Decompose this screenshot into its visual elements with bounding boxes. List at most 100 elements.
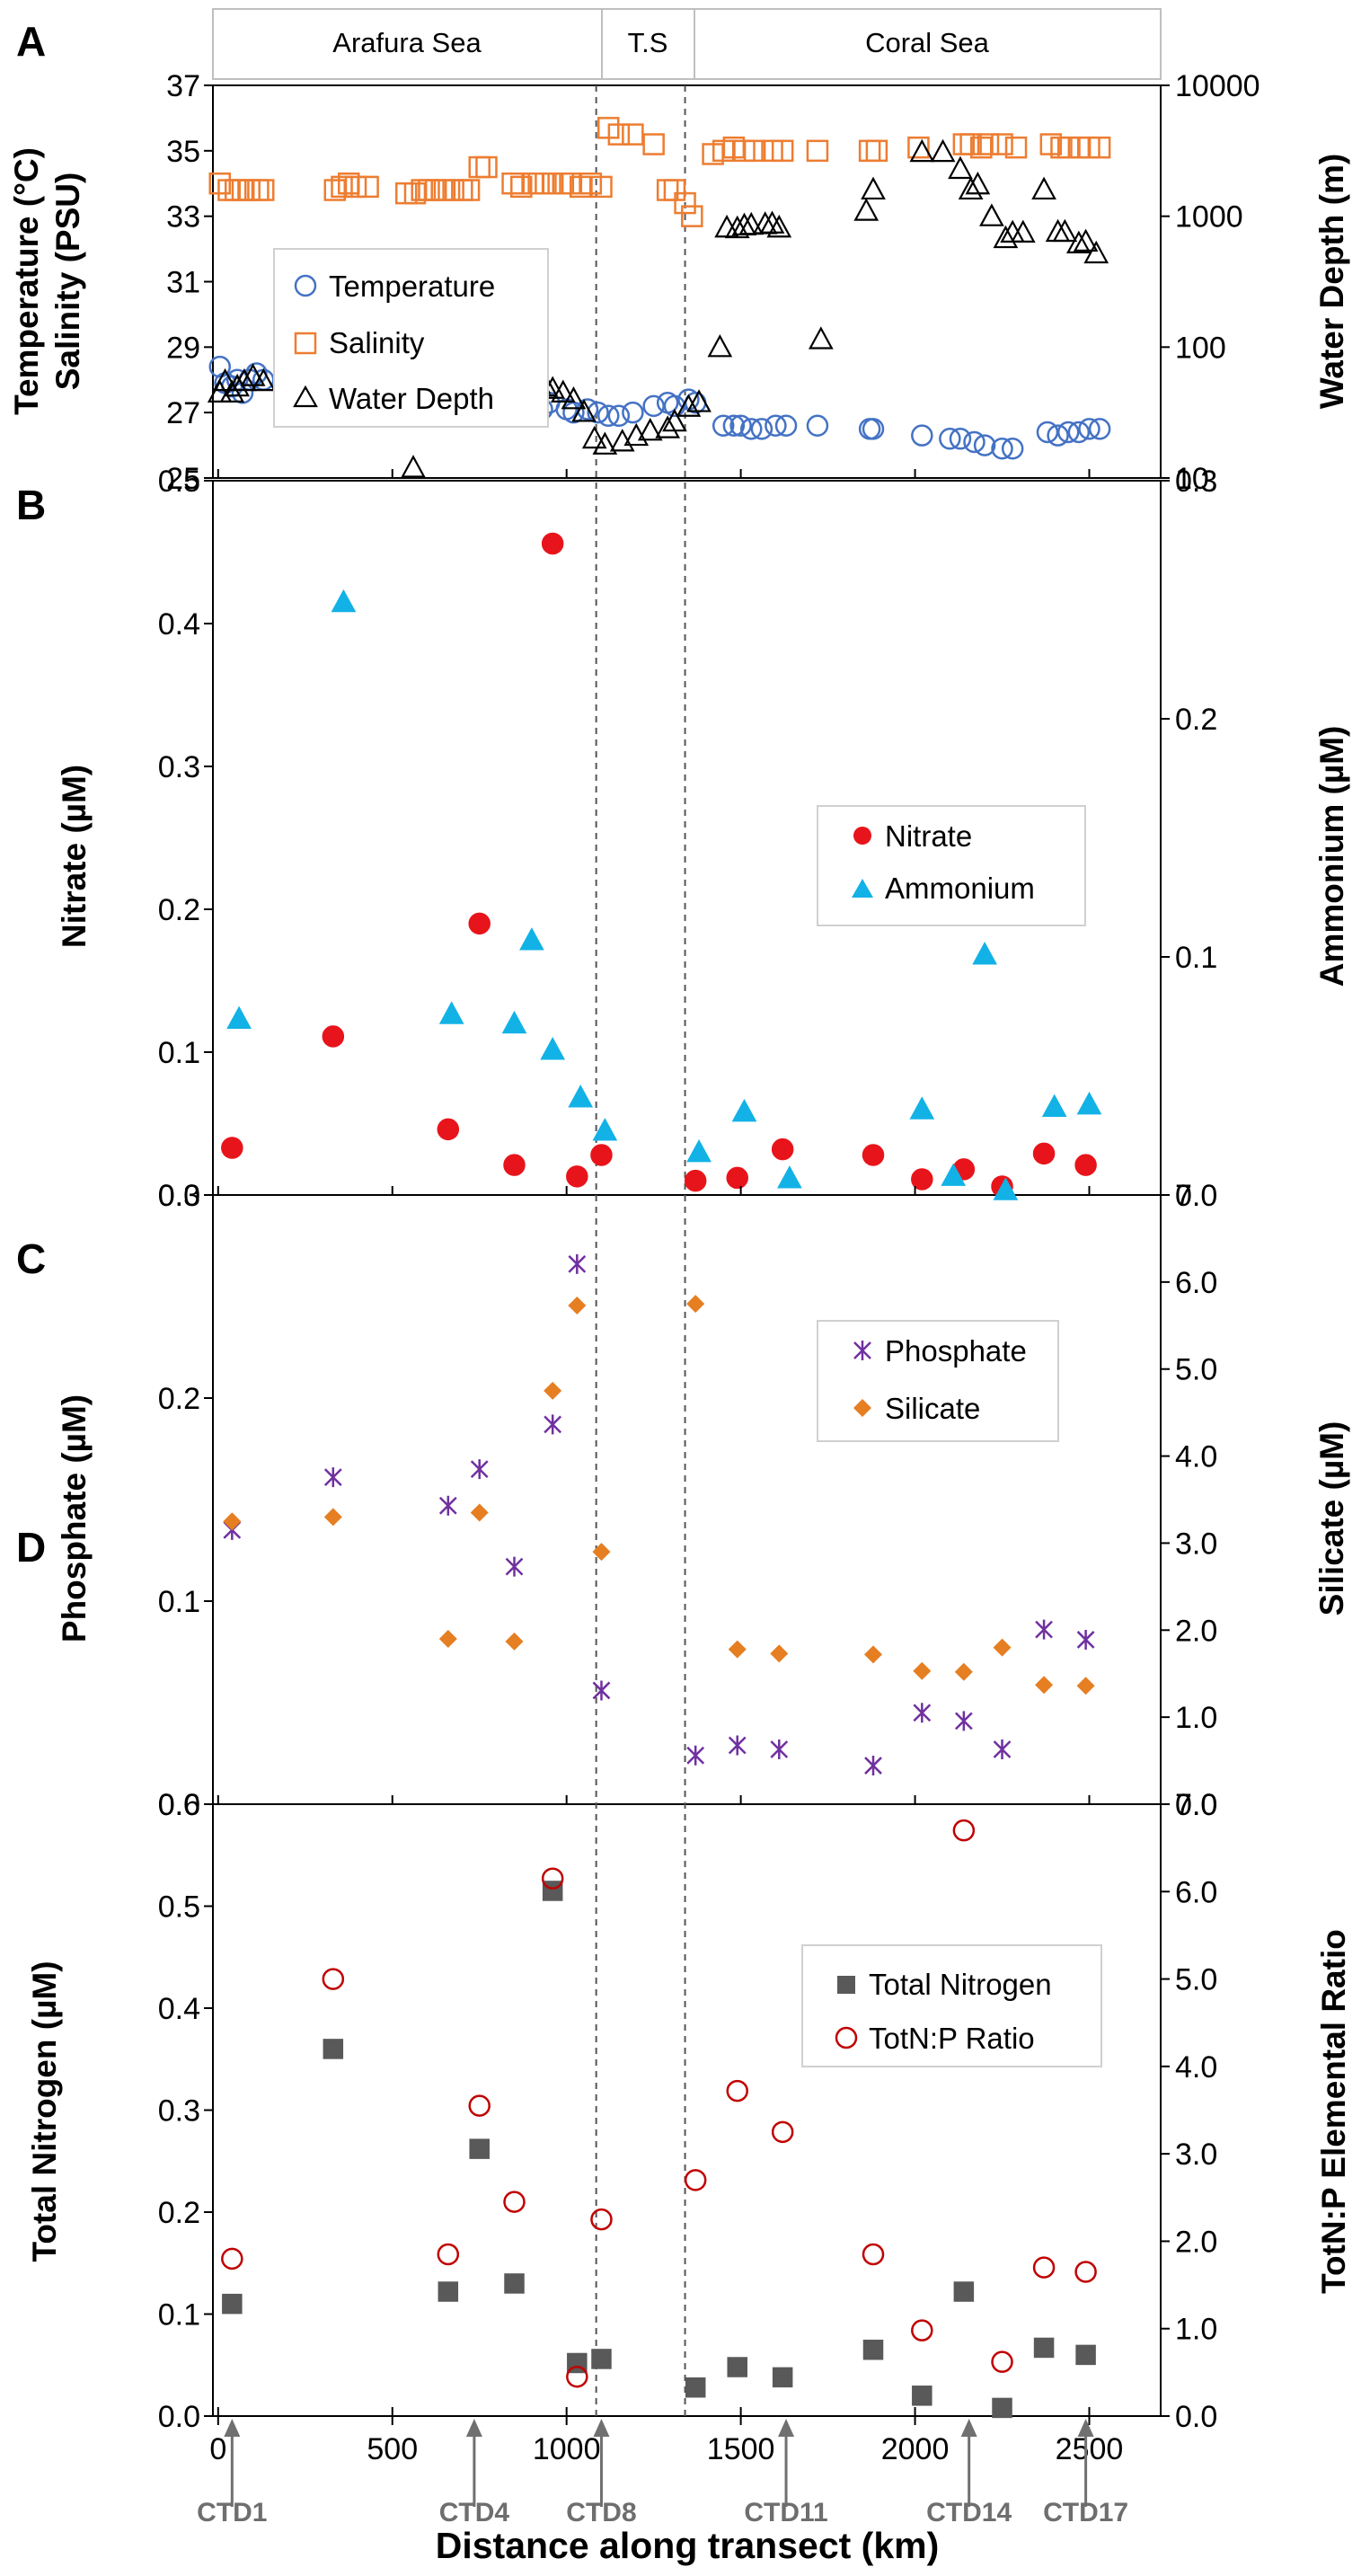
ctd-arrow-head [960, 2419, 977, 2437]
panel-c-right-tick-label: 4.0 [1175, 1440, 1217, 1474]
temperature-point [765, 414, 787, 437]
nitrate-point [726, 1166, 748, 1190]
phosphate-point [505, 1556, 524, 1577]
silicate-point [728, 1640, 747, 1659]
total-nitrogen-point [772, 2367, 793, 2388]
salinity-point [1004, 136, 1028, 159]
ammonium-point [331, 589, 357, 613]
temperature-point [806, 414, 829, 437]
panel-a-right-tick-label: 1000 [1175, 200, 1243, 235]
panel-c-right-tick-label: 6.0 [1175, 1266, 1217, 1300]
panel-b-right-tick-label: 0.1 [1175, 941, 1217, 975]
salinity-point [590, 175, 613, 199]
panel-b-left-tick-label: 0.2 [158, 893, 200, 927]
totnp-ratio-point [771, 2120, 794, 2144]
panel-b-right-tick-label: 0 [1175, 1179, 1192, 1213]
panel-c-right-tick-label: 1.0 [1175, 1701, 1217, 1735]
panel-a-right-tick-label: 10000 [1175, 69, 1260, 103]
temperature-point [1047, 424, 1069, 447]
water-depth-point [965, 171, 991, 195]
nitrate-point [221, 1137, 243, 1159]
ctd-label: CTD1 [197, 2498, 267, 2527]
ctd-arrow-head [778, 2419, 795, 2437]
water-depth-point [637, 418, 663, 441]
temperature-point [939, 428, 961, 450]
temperature-point [642, 394, 665, 418]
total-nitrogen-point [1075, 2344, 1096, 2366]
water-depth-point [861, 176, 886, 200]
legend-salinity-marker [294, 332, 317, 355]
panel-c-right-tick-label: 2.0 [1175, 1614, 1217, 1648]
ammonium-point [1076, 1092, 1102, 1115]
total-nitrogen-point [504, 2273, 525, 2294]
panel-d-left-tick-label: 0.6 [158, 1788, 200, 1822]
totnp-ratio-point [726, 2079, 748, 2102]
totnp-ratio-point [911, 2319, 933, 2341]
temperature-point [607, 404, 631, 428]
silicate-point [686, 1295, 705, 1314]
ammonium-point [438, 1001, 464, 1024]
water-depth-point [948, 155, 973, 180]
panel-letter-c: C [16, 1235, 46, 1282]
water-depth-point [1010, 219, 1036, 243]
legend-ammonium-label: Ammonium [885, 872, 1035, 905]
legend-ratio-marker [835, 2026, 858, 2049]
total-nitrogen-point [591, 2349, 612, 2369]
ammonium-point [568, 1084, 594, 1108]
nitrate-point [437, 1118, 460, 1141]
panel-letter-d: D [16, 1524, 46, 1571]
phosphate-point [686, 1745, 705, 1766]
legend-phosphate-marker [853, 1341, 871, 1360]
panel-a-left-tick-label: 27 [166, 396, 200, 430]
silicate-point [568, 1297, 587, 1315]
total-nitrogen-point [1033, 2337, 1055, 2359]
region-label-coral: Coral Sea [865, 27, 990, 58]
water-depth-point [766, 214, 792, 238]
total-nitrogen-point [438, 2281, 459, 2302]
totnp-ratio-point [991, 2350, 1013, 2373]
panel-b-left-tick-label: 0.1 [158, 1036, 200, 1070]
salinity-point [501, 173, 524, 195]
salinity-point [907, 136, 930, 159]
silicate-point [993, 1638, 1012, 1657]
silicate-point [505, 1632, 524, 1651]
water-depth-point [571, 399, 597, 422]
salinity-point [865, 139, 888, 163]
ctd-label: CTD11 [744, 2498, 827, 2527]
temperature-point [1078, 418, 1100, 440]
salinity-point [674, 191, 696, 215]
ammonium-point [972, 942, 997, 965]
water-depth-point [993, 225, 1019, 249]
salinity-point [457, 179, 481, 201]
x-tick-label: 500 [367, 2432, 418, 2466]
water-depth-point [909, 138, 935, 163]
ammonium-point [777, 1165, 802, 1189]
panel-b-ylabel-nitrate: Nitrate (µM) [56, 765, 93, 948]
nitrate-point [862, 1144, 885, 1166]
temperature-point [862, 418, 885, 440]
phosphate-point [728, 1735, 747, 1756]
total-nitrogen-point [953, 2281, 975, 2302]
ammonium-point [993, 1177, 1019, 1200]
legend-b: Nitrate Ammonium [817, 805, 1086, 926]
ctd-markers: CTD1 CTD4 CTD8 CTD11 CTD14 CTD17 [197, 2419, 1128, 2527]
ammonium-point [540, 1037, 566, 1060]
phosphate-point [954, 1711, 973, 1731]
legend-nitrate-label: Nitrate [885, 819, 972, 853]
panel-d-right-tick-label: 7.0 [1175, 1788, 1217, 1822]
water-depth-point [853, 198, 879, 221]
phosphate-point [993, 1739, 1012, 1759]
ctd-label: CTD4 [439, 2498, 510, 2527]
totnp-ratio-point [952, 1819, 976, 1842]
temperature-point [597, 404, 620, 428]
silicate-point [323, 1508, 342, 1527]
transect-dividers [595, 85, 686, 2416]
temperature-point [722, 414, 746, 437]
x-tick-label: 2000 [881, 2432, 950, 2466]
legend-depth-marker [293, 385, 318, 408]
nitrate-point [771, 1138, 794, 1161]
water-depth-point [219, 379, 245, 403]
temperature-point [208, 355, 232, 378]
ammonium-point [519, 927, 544, 951]
temperature-point [973, 434, 996, 456]
